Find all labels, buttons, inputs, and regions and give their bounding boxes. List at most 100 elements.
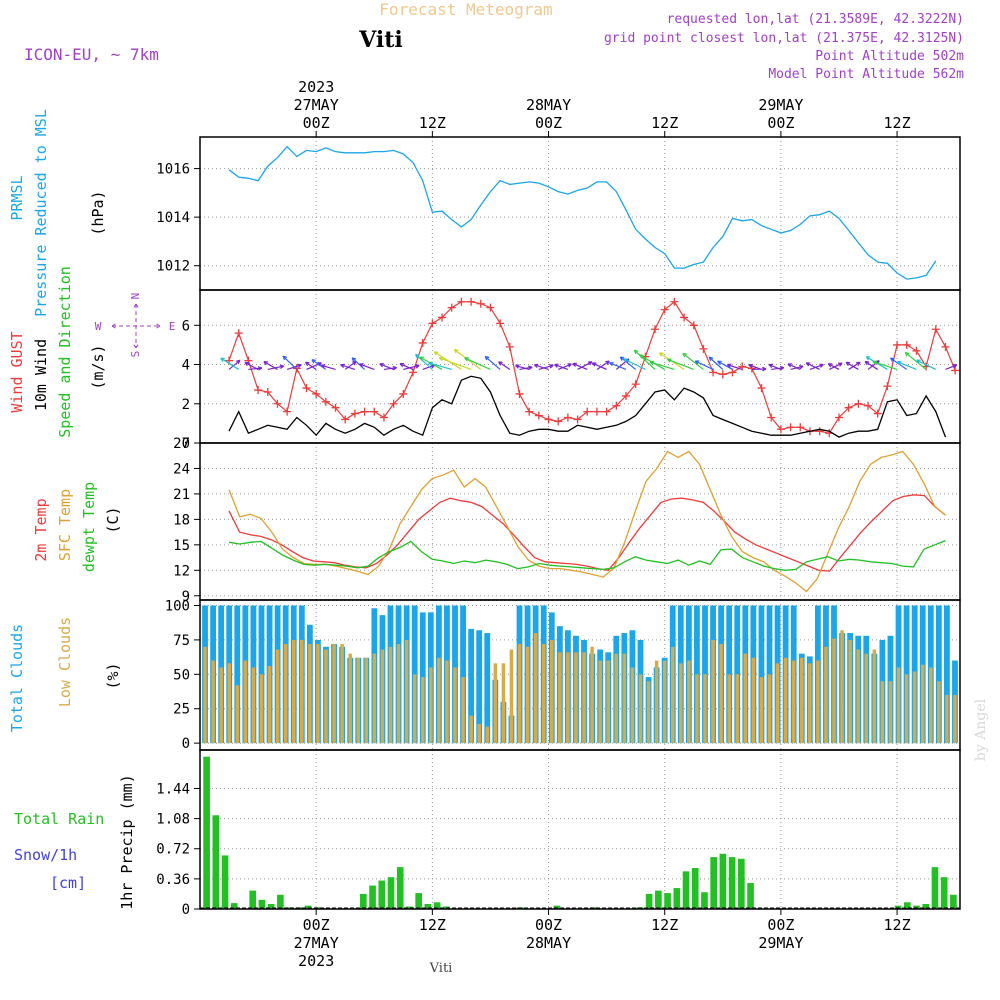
- time-label-bottom: 12Z: [651, 916, 678, 934]
- gust-point: [718, 370, 727, 379]
- gust-point: [302, 384, 311, 393]
- wind-arrow: [694, 360, 714, 370]
- low-cloud-bar: [332, 644, 336, 744]
- rain-bar: [655, 890, 662, 909]
- y-tick-label: 25: [173, 702, 190, 718]
- wind-arrow-head: [533, 363, 539, 369]
- gust-point: [476, 299, 485, 308]
- rain-bar: [203, 756, 210, 909]
- rain-bar: [258, 899, 266, 909]
- y-tick-label: 0: [182, 436, 190, 452]
- wind-arrow-head: [717, 360, 722, 365]
- rain-bar: [645, 893, 653, 909]
- wind-arrow: [619, 356, 637, 370]
- wind-arrow: [399, 363, 414, 370]
- total-rain-label: Total Rain: [14, 810, 104, 828]
- wind-arrow-head: [916, 359, 921, 364]
- low-cloud-bar: [945, 694, 949, 744]
- rain-bar: [922, 903, 930, 909]
- low-cloud-bar: [243, 660, 248, 744]
- low-cloud-bar: [719, 644, 723, 744]
- low-cloud-bar: [759, 677, 764, 744]
- wind-arrow: [248, 367, 262, 371]
- low-cloud-bar: [533, 633, 538, 744]
- low-cloud-bar: [316, 644, 320, 744]
- wind-arrow: [904, 352, 927, 370]
- low-cloud-bar: [404, 639, 409, 744]
- time-label-top: 29MAY: [758, 96, 803, 114]
- wind-arrow: [577, 361, 593, 370]
- low-cloud-bar: [517, 644, 522, 744]
- rain-bar: [738, 858, 745, 909]
- rain-bar: [230, 903, 238, 909]
- low-cloud-bar: [340, 644, 344, 744]
- pressure-line: [228, 145, 937, 280]
- wind-arrow-head: [896, 360, 902, 366]
- wind-arrow-head: [415, 364, 420, 369]
- gust-point: [360, 407, 369, 416]
- gust-point: [438, 313, 447, 322]
- wind-arrow-head: [297, 363, 302, 369]
- wind-arrow-head: [623, 358, 628, 363]
- low-cloud-bar: [783, 657, 788, 744]
- gust-point: [931, 325, 940, 334]
- low-cloud-bar: [654, 660, 659, 744]
- location-title: Viti: [358, 27, 403, 53]
- gust-point: [651, 325, 660, 334]
- gust-point: [254, 386, 263, 395]
- y-tick-label: 24: [173, 461, 190, 477]
- wind-arrow-head: [567, 363, 572, 368]
- wind-arrow: [592, 362, 607, 370]
- low-cloud-bar: [662, 660, 667, 744]
- wind-arrow: [415, 353, 433, 370]
- rain-bar: [950, 894, 957, 909]
- y-tick-label: 18: [173, 512, 190, 528]
- low-cloud-bar: [283, 644, 288, 744]
- rain-bar: [221, 855, 229, 909]
- low-cloud-bar: [501, 663, 506, 744]
- gust-point: [399, 389, 408, 398]
- wind-arrow-head: [220, 357, 225, 362]
- rain-bar: [406, 906, 413, 909]
- total-cloud-bar: [484, 633, 491, 744]
- y-tick-label: 2: [182, 397, 190, 413]
- rain-bar: [212, 815, 220, 909]
- low-cloud-bar: [453, 667, 457, 744]
- rain-bar: [728, 857, 736, 909]
- wind-arrow: [321, 364, 336, 371]
- wind-arrow: [305, 361, 317, 370]
- wind-arrow-head: [591, 362, 597, 367]
- rain-bar: [286, 907, 293, 909]
- time-label-top: 12Z: [651, 114, 678, 132]
- rain-bar: [369, 885, 376, 909]
- gust-point: [408, 368, 417, 377]
- clouds-unit: (%): [104, 662, 122, 689]
- wind-arrow-head: [438, 356, 444, 362]
- wind-arrow-head: [864, 360, 870, 366]
- low-cloud-bar: [275, 649, 280, 744]
- total-cloud-bar: [460, 605, 466, 744]
- y-tick-label: 12: [173, 563, 190, 579]
- y-tick-label: 21: [173, 487, 190, 503]
- total-cloud-bar: [234, 605, 241, 744]
- wind-arrow: [403, 364, 420, 371]
- rain-bar: [691, 867, 699, 909]
- gust-point: [263, 388, 272, 396]
- low-cloud-bar: [880, 681, 885, 744]
- time-label-top: 28MAY: [526, 96, 571, 114]
- time-label-bottom: 27MAY: [294, 934, 339, 952]
- wind-arrow: [609, 362, 627, 370]
- rain-bar: [424, 903, 432, 909]
- dewpoint-label: dewpt Temp: [80, 482, 98, 572]
- total-cloud-bar: [766, 605, 773, 744]
- wind-arrow-head: [856, 361, 861, 366]
- gust-point: [418, 338, 427, 347]
- wind-unit: (m/s): [89, 344, 107, 389]
- temp-sfc-label: SFC Temp: [56, 489, 74, 561]
- y-tick-label: 9: [182, 589, 190, 605]
- rain-bar: [682, 871, 690, 909]
- gust-line: [228, 300, 956, 434]
- y-tick-label: 1014: [156, 210, 190, 226]
- gust-point: [331, 403, 340, 412]
- low-cloud-bar: [816, 660, 820, 744]
